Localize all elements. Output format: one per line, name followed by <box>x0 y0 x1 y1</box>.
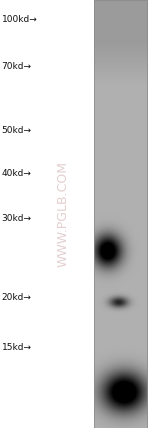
Text: 30kd→: 30kd→ <box>2 214 31 223</box>
Text: 40kd→: 40kd→ <box>2 169 31 178</box>
Text: WWW.PGLB.COM: WWW.PGLB.COM <box>57 161 69 267</box>
Text: 70kd→: 70kd→ <box>2 62 31 71</box>
Text: 15kd→: 15kd→ <box>2 343 31 352</box>
Text: 20kd→: 20kd→ <box>2 293 31 302</box>
Bar <box>94 0 147 428</box>
Text: 50kd→: 50kd→ <box>2 126 31 135</box>
Text: 100kd→: 100kd→ <box>2 15 37 24</box>
